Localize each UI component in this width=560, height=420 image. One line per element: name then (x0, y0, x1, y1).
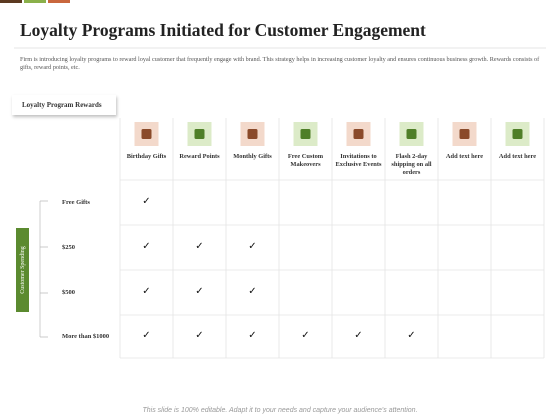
bracket (39, 200, 48, 338)
check-mark: ✓ (142, 285, 151, 297)
column-label: Flash 2-day shipping on all orders (391, 153, 432, 176)
column-label: Add text here (498, 153, 537, 160)
check-mark: ✓ (248, 285, 257, 297)
top-bar (48, 0, 70, 3)
row-label: Free Gifts (62, 198, 90, 206)
column-label: Add text here (445, 153, 484, 160)
column-label: Reward Points (179, 153, 220, 160)
check-mark: ✓ (142, 240, 151, 252)
icon-glyph (459, 129, 470, 139)
check-mark: ✓ (142, 195, 151, 207)
column-label: Invitations to Exclusive Events (335, 153, 382, 168)
top-bar (0, 0, 22, 3)
icon-glyph (194, 129, 205, 139)
icon-glyph (406, 129, 417, 139)
row-label: $500 (62, 288, 75, 296)
corner-label: Loyalty Program Rewards (12, 95, 116, 115)
check-mark: ✓ (195, 285, 204, 297)
footer-note: This slide is 100% editable. Adapt it to… (142, 407, 418, 414)
icon-glyph (353, 129, 364, 139)
icon-glyph (141, 129, 152, 139)
icon-glyph (512, 129, 523, 139)
row-label: More than $1000 (62, 332, 110, 340)
title: Loyalty Programs Initiated for Customer … (20, 20, 426, 40)
check-mark: ✓ (301, 329, 310, 341)
check-mark: ✓ (407, 329, 416, 341)
description: Firm is introducing loyalty programs to … (20, 56, 540, 71)
column-label: Free Custom Makeovers (287, 153, 324, 168)
top-bar (24, 0, 46, 3)
side-label: Customer Spending (19, 246, 26, 294)
check-mark: ✓ (248, 329, 257, 341)
check-mark: ✓ (248, 240, 257, 252)
icon-glyph (300, 129, 311, 139)
check-mark: ✓ (195, 240, 204, 252)
side-label-box: Customer Spending (16, 228, 29, 312)
grid (119, 118, 545, 359)
check-mark: ✓ (195, 329, 204, 341)
column-label: Monthly Gifts (233, 153, 272, 160)
column-label: Birthday Gifts (126, 153, 167, 160)
check-mark: ✓ (142, 329, 151, 341)
icon-glyph (247, 129, 258, 139)
check-mark: ✓ (354, 329, 363, 341)
row-label: $250 (62, 243, 75, 251)
